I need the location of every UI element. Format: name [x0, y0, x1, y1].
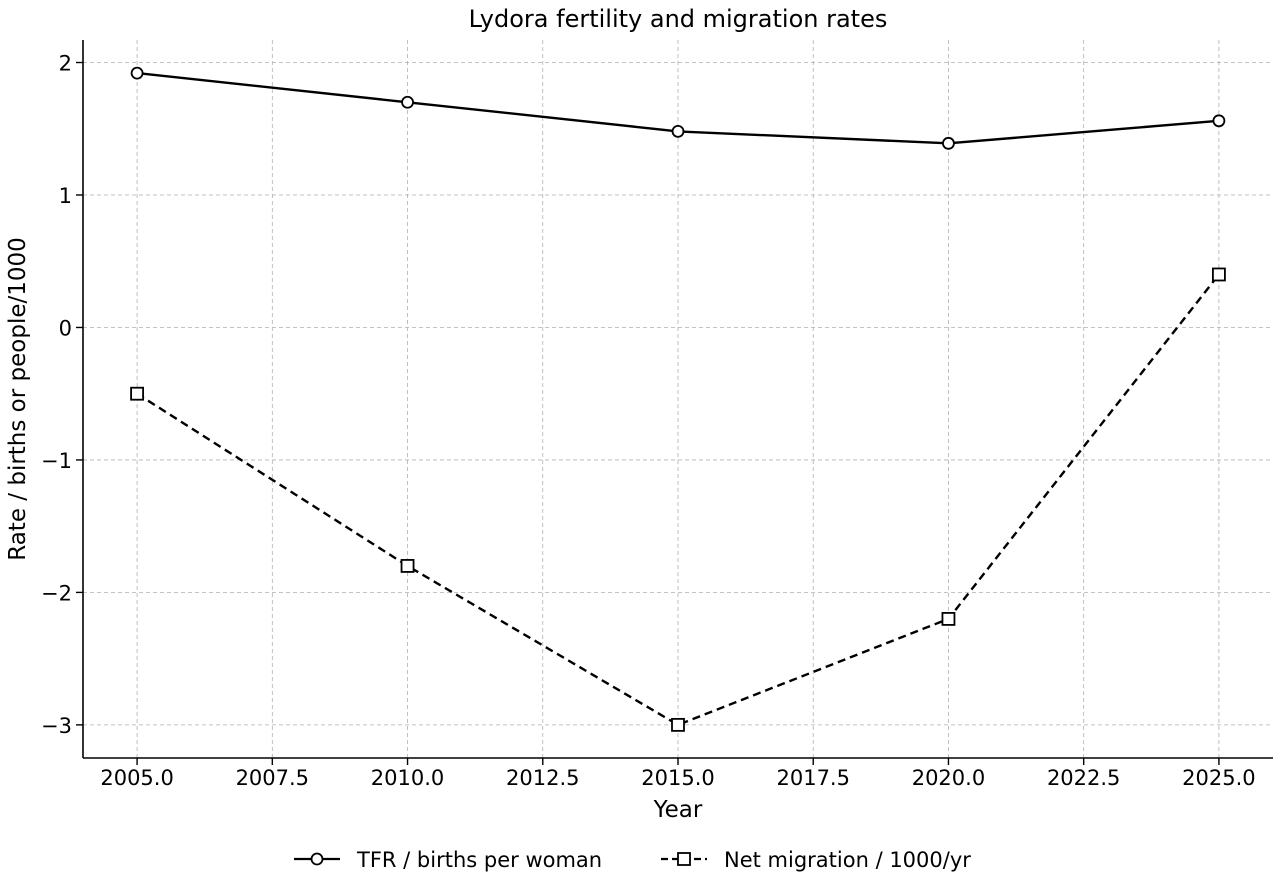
y-tick-label: 1: [59, 184, 72, 208]
legend-marker-tfr: [310, 852, 324, 866]
x-tick-label: 2017.5: [776, 766, 849, 790]
x-tick-label: 2005.0: [100, 766, 173, 790]
legend-marker-migration: [677, 852, 691, 866]
data-point-square: [400, 559, 415, 573]
y-tick-label: −2: [41, 581, 72, 605]
series-line-1: [136, 273, 1220, 727]
y-tick-label: −1: [41, 449, 72, 473]
x-tick-label: 2020.0: [912, 766, 985, 790]
data-point-circle: [401, 95, 414, 109]
data-point-circle: [671, 125, 685, 138]
x-tick-label: 2022.5: [1047, 766, 1120, 790]
data-point-circle: [130, 66, 144, 80]
x-axis-label: Year: [653, 797, 703, 823]
y-axis-label: Rate / births or people/1000: [5, 237, 31, 561]
x-tick-label: 2015.0: [641, 766, 714, 790]
data-point-square: [671, 717, 685, 732]
series: [130, 66, 1226, 732]
y-tick-label: −3: [41, 714, 72, 738]
legend: TFR / births per woman Net migration / 1…: [294, 848, 971, 872]
data-point-circle: [1212, 114, 1226, 128]
x-tick-label: 2007.5: [236, 766, 309, 790]
y-tick-label: 2: [59, 52, 72, 76]
ticks: 2005.0 2007.5 2010.0 2012.5 2015.0 2017.5 2020…: [41, 52, 1256, 790]
legend-item-tfr: TFR / births per woman: [294, 848, 602, 872]
data-point-square: [1212, 267, 1226, 282]
legend-label-tfr: TFR / births per woman: [356, 848, 602, 872]
data-point-square: [130, 386, 144, 401]
legend-item-migration: Net migration / 1000/yr: [661, 848, 971, 872]
x-tick-label: 2025.0: [1182, 766, 1255, 790]
data-point-circle: [942, 136, 955, 150]
chart-title: Lydora fertility and migration rates: [469, 5, 888, 33]
legend-label-migration: Net migration / 1000/yr: [724, 848, 971, 872]
x-tick-label: 2012.5: [506, 766, 579, 790]
data-point-square: [941, 612, 956, 626]
x-tick-label: 2010.0: [371, 766, 444, 790]
y-tick-label: 0: [59, 316, 72, 340]
